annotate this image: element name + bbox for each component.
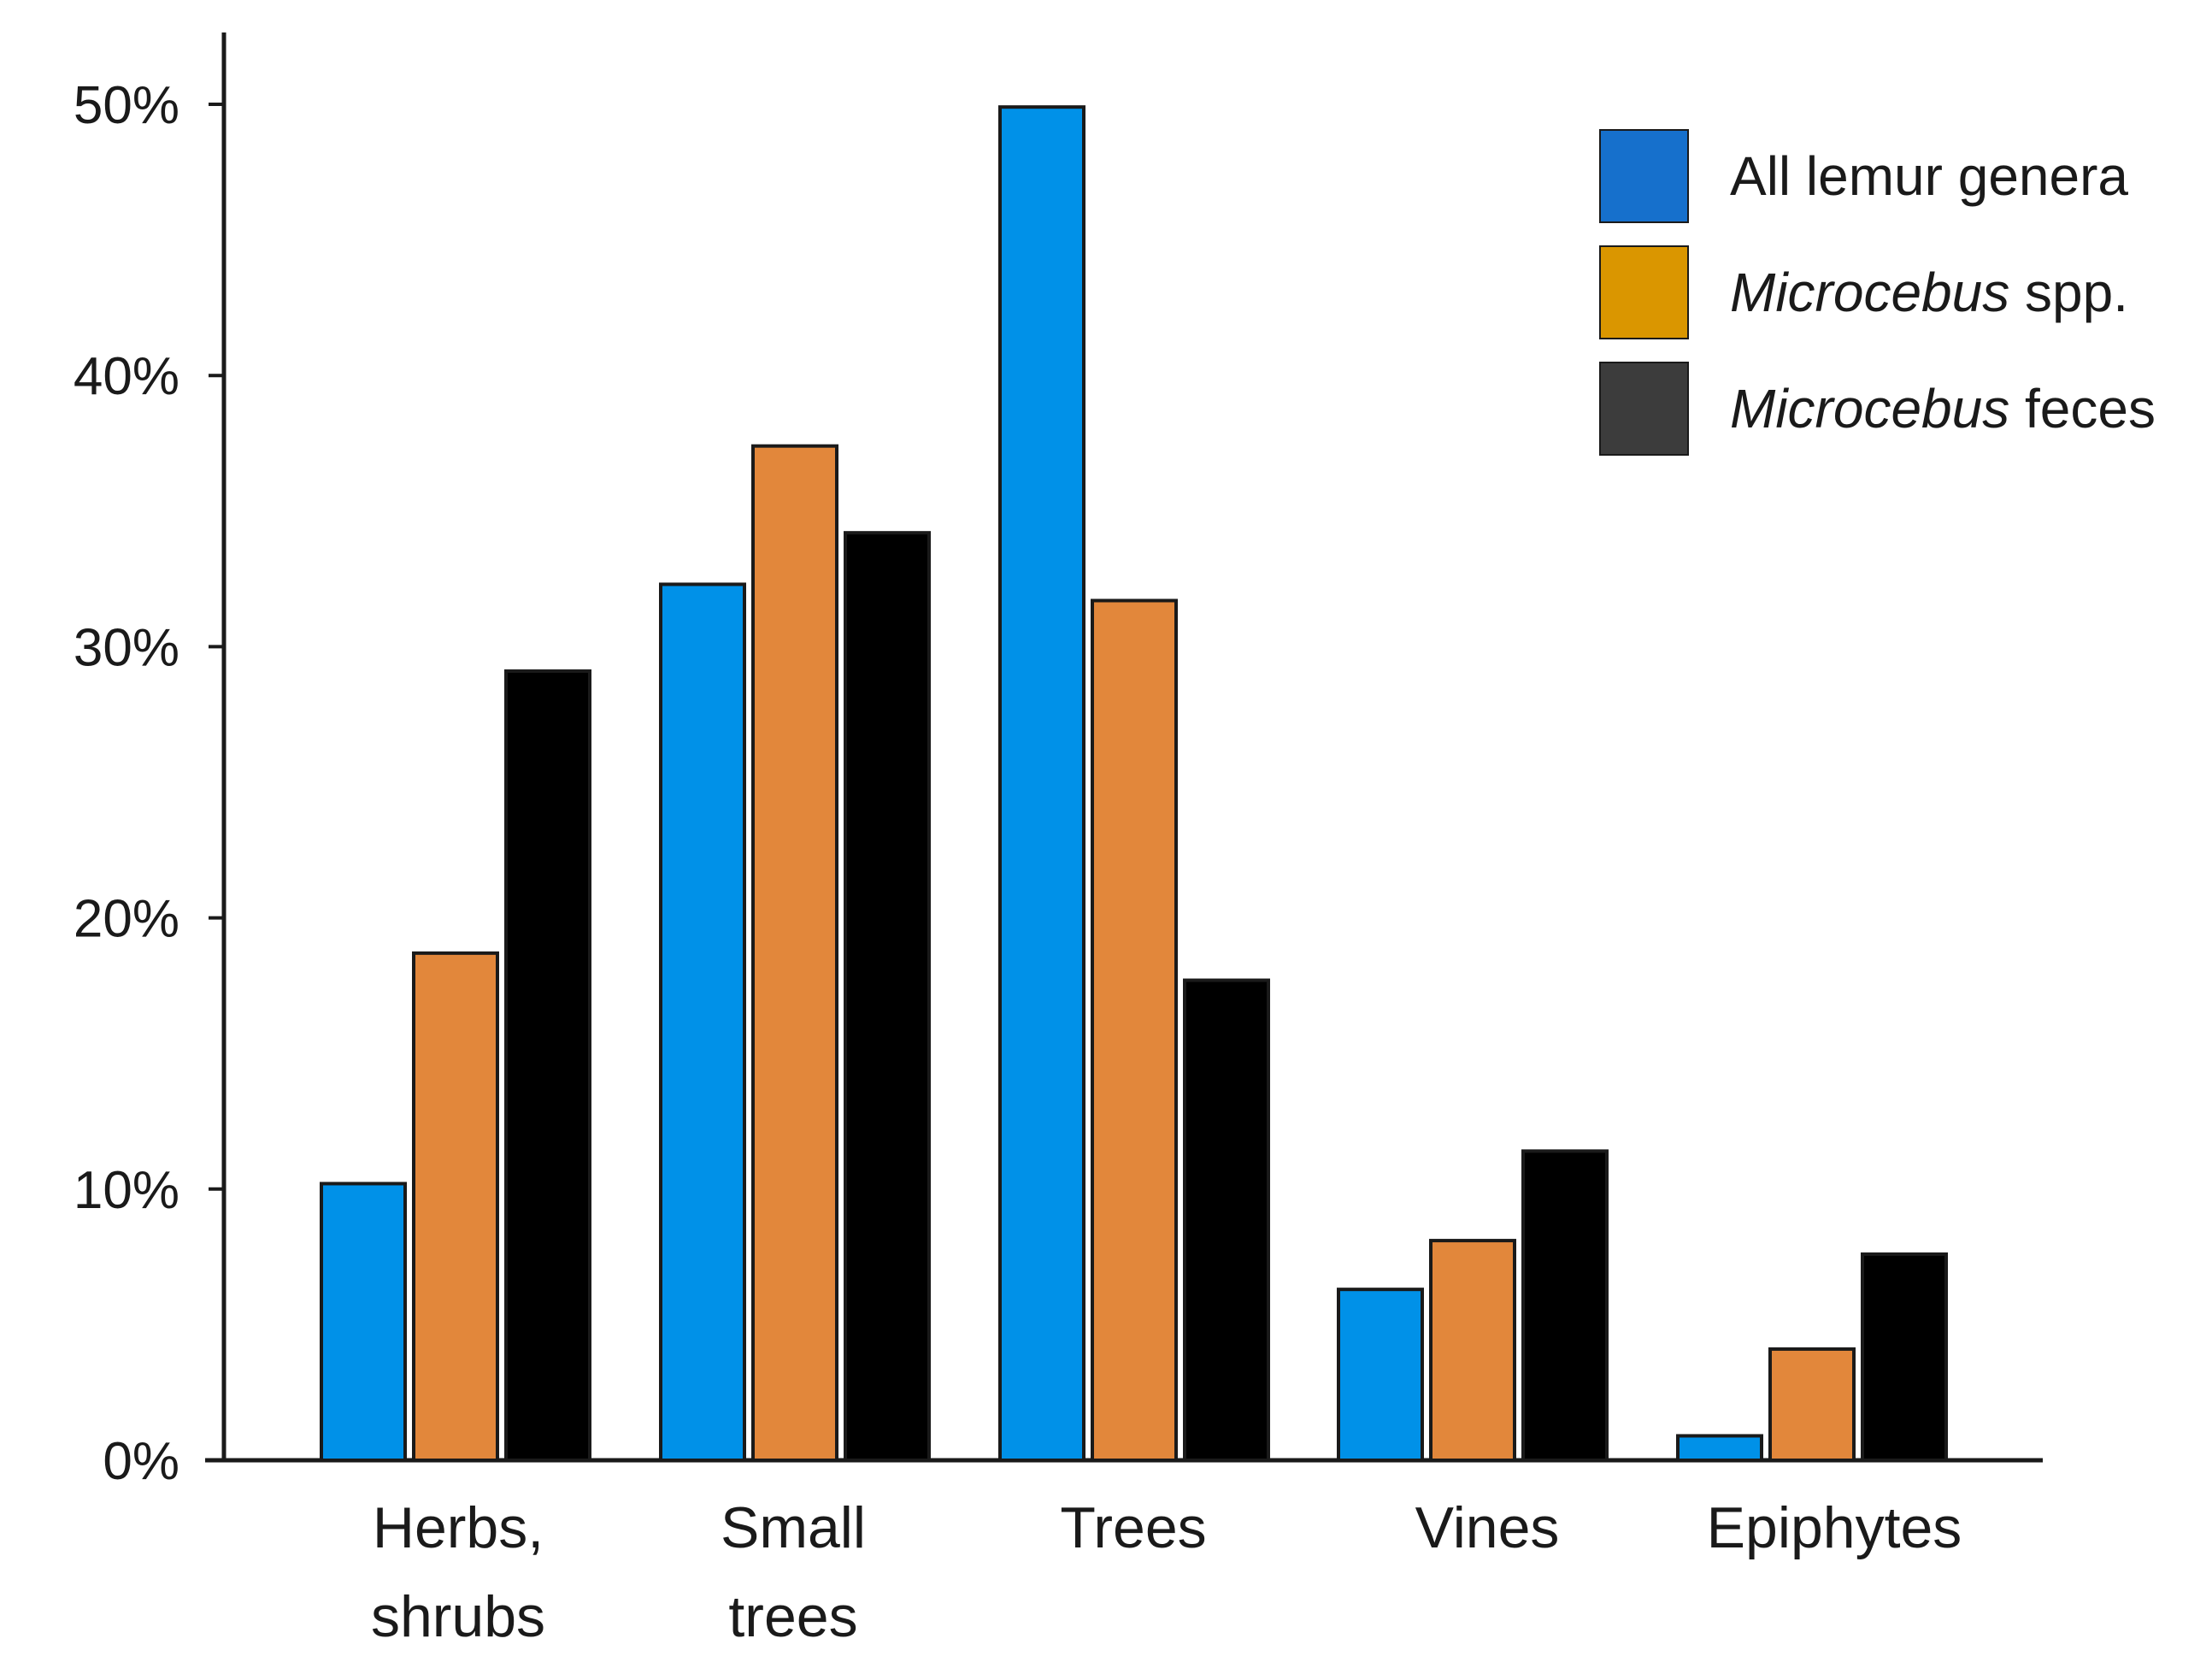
bar [320, 1182, 407, 1463]
bar [1429, 1239, 1516, 1462]
x-category-label: Small [721, 1495, 866, 1560]
bar [1768, 1347, 1856, 1462]
bar [659, 582, 746, 1462]
legend-swatch [1599, 362, 1689, 456]
bars [320, 105, 1948, 1463]
bar [1091, 598, 1178, 1462]
y-tick-label: 40% [74, 347, 179, 406]
bar [1676, 1434, 1763, 1463]
bar [1521, 1149, 1609, 1462]
legend-swatch [1599, 129, 1689, 223]
x-category-label: Trees [1060, 1495, 1206, 1560]
y-axis-ticks: 0% 10% 20% 30% 40% 50% [74, 76, 224, 1491]
legend-label: Microcebus spp. [1730, 262, 2128, 323]
bar [412, 951, 499, 1463]
bar [1183, 978, 1270, 1462]
legend-label: All lemur genera [1730, 145, 2128, 207]
y-tick-label: 10% [74, 1161, 179, 1220]
bar [844, 531, 931, 1462]
bar [998, 105, 1085, 1462]
x-category-label: Epiphytes [1707, 1495, 1962, 1560]
x-category-label: shrubs [371, 1584, 545, 1649]
y-tick-label: 30% [74, 618, 179, 677]
legend-swatch [1599, 245, 1689, 339]
bar [751, 444, 838, 1462]
y-tick-label: 50% [74, 76, 179, 135]
x-category-label: Vines [1415, 1495, 1560, 1560]
legend-label-part: Microcebus [1730, 262, 2009, 323]
bar [1337, 1288, 1424, 1462]
y-tick-label: 20% [74, 890, 179, 949]
legend-label-part: spp. [2009, 262, 2128, 323]
legend-label: Microcebus feces [1730, 378, 2156, 439]
bar [504, 669, 591, 1462]
legend-label-part: feces [2009, 378, 2156, 439]
x-category-label: Herbs, [373, 1495, 544, 1560]
x-axis-labels: Herbs, shrubs Small trees Trees Vines Epiphyte… [371, 1495, 1962, 1649]
y-tick-label: 0% [103, 1432, 179, 1491]
legend-label-part: All lemur genera [1730, 145, 2128, 207]
legend-label-part: Microcebus [1730, 378, 2009, 439]
x-category-label: trees [728, 1584, 857, 1649]
bar [1861, 1252, 1948, 1462]
